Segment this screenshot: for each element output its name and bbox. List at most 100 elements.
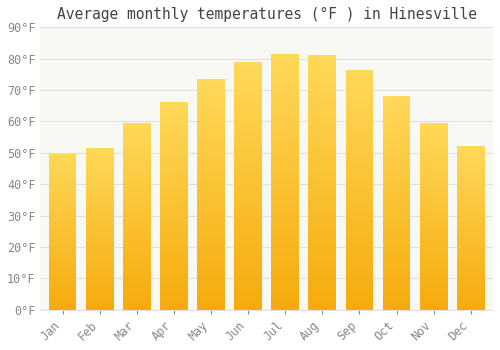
Bar (160, 235, 188, 237)
Bar (457, 284, 484, 285)
Bar (308, 198, 336, 201)
Bar (308, 142, 336, 145)
Bar (123, 160, 150, 162)
Bar (86, 248, 114, 250)
Bar (346, 175, 374, 178)
Bar (197, 199, 225, 201)
Bar (382, 169, 410, 171)
Bar (457, 197, 484, 199)
Bar (420, 270, 448, 272)
Bar (123, 222, 150, 224)
Bar (123, 278, 150, 280)
Bar (420, 151, 448, 153)
Bar (346, 274, 374, 276)
Bar (272, 271, 299, 274)
Bar (48, 195, 76, 196)
Bar (123, 207, 150, 209)
Bar (234, 223, 262, 225)
Bar (346, 158, 374, 161)
Bar (346, 271, 374, 274)
Bar (48, 277, 76, 279)
Bar (272, 59, 299, 62)
Bar (234, 253, 262, 255)
Bar (457, 212, 484, 214)
Bar (308, 63, 336, 66)
Bar (382, 198, 410, 201)
Bar (234, 158, 262, 161)
Bar (457, 168, 484, 169)
Bar (272, 138, 299, 141)
Bar (457, 279, 484, 280)
Bar (272, 261, 299, 264)
Bar (123, 144, 150, 145)
Bar (160, 295, 188, 297)
Bar (197, 206, 225, 208)
Bar (86, 158, 114, 159)
Bar (382, 107, 410, 109)
Bar (197, 229, 225, 231)
Bar (123, 186, 150, 188)
Bar (308, 78, 336, 81)
Bar (346, 163, 374, 166)
Bar (272, 154, 299, 156)
Bar (48, 303, 76, 305)
Bar (86, 288, 114, 290)
Bar (346, 139, 374, 142)
Bar (457, 293, 484, 295)
Bar (457, 160, 484, 161)
Bar (308, 261, 336, 264)
Bar (420, 192, 448, 194)
Bar (160, 206, 188, 208)
Bar (48, 255, 76, 257)
Bar (308, 304, 336, 307)
Bar (234, 176, 262, 178)
Bar (420, 145, 448, 147)
Bar (234, 233, 262, 235)
Bar (457, 230, 484, 231)
Bar (86, 292, 114, 294)
Bar (86, 199, 114, 202)
Bar (382, 118, 410, 120)
Bar (457, 189, 484, 191)
Bar (382, 196, 410, 199)
Bar (420, 244, 448, 246)
Bar (272, 287, 299, 289)
Bar (197, 79, 225, 82)
Bar (48, 185, 76, 187)
Bar (48, 160, 76, 162)
Bar (123, 296, 150, 299)
Bar (160, 123, 188, 125)
Bar (346, 93, 374, 96)
Bar (420, 166, 448, 168)
Bar (48, 291, 76, 293)
Bar (272, 156, 299, 159)
Bar (160, 158, 188, 161)
Bar (86, 224, 114, 226)
Bar (197, 268, 225, 271)
Bar (382, 214, 410, 216)
Bar (346, 185, 374, 187)
Bar (420, 267, 448, 269)
Bar (382, 207, 410, 209)
Bar (272, 125, 299, 128)
Bar (160, 173, 188, 175)
Bar (382, 100, 410, 103)
Bar (160, 225, 188, 227)
Bar (308, 104, 336, 106)
Bar (457, 187, 484, 189)
Bar (234, 292, 262, 295)
Bar (382, 122, 410, 124)
Bar (234, 124, 262, 126)
Bar (308, 236, 336, 239)
Bar (123, 240, 150, 243)
Bar (160, 169, 188, 171)
Bar (272, 100, 299, 103)
Bar (86, 208, 114, 210)
Bar (123, 140, 150, 142)
Bar (346, 161, 374, 163)
Bar (272, 225, 299, 228)
Bar (382, 180, 410, 182)
Bar (86, 233, 114, 236)
Bar (457, 251, 484, 253)
Bar (123, 166, 150, 168)
